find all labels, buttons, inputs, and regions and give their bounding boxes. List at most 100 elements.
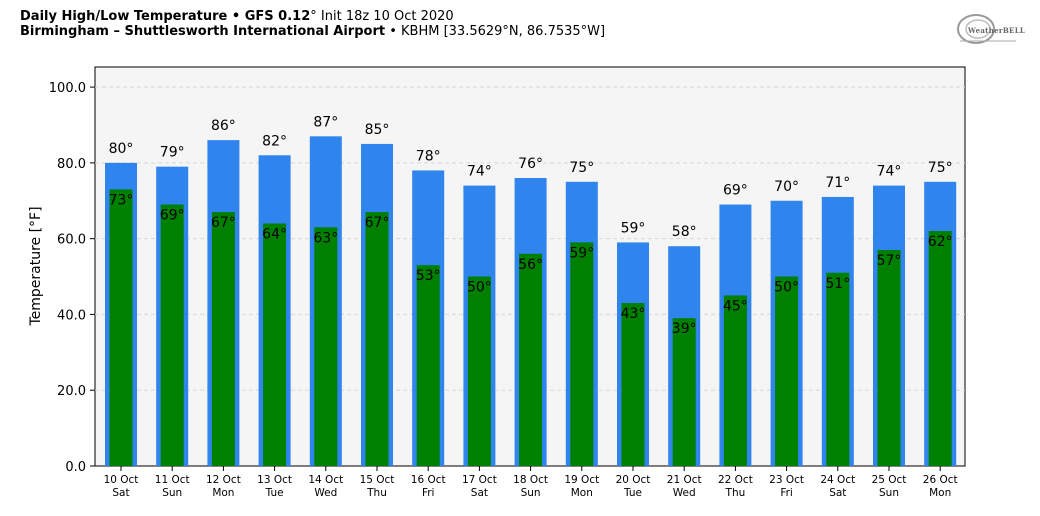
y-tick-label: 60.0: [57, 233, 86, 248]
x-tick-label-date: 10 Oct: [104, 474, 139, 486]
x-tick-label-day: Sat: [829, 487, 846, 499]
high-temp-label: 87°: [313, 114, 338, 130]
x-tick-label-date: 24 Oct: [820, 474, 855, 486]
title-line: Daily High/Low Temperature • GFS 0.12° I…: [20, 9, 605, 24]
low-temp-bar: [723, 295, 747, 466]
low-temp-label: 50°: [774, 280, 799, 296]
y-tick-label: 20.0: [57, 384, 86, 399]
x-tick-label-day: Sun: [162, 487, 182, 499]
x-tick-label-day: Sat: [112, 487, 129, 499]
high-temp-label: 76°: [518, 156, 543, 172]
low-temp-label: 67°: [365, 215, 390, 231]
high-temp-label: 86°: [211, 118, 236, 134]
x-tick-label-day: Wed: [673, 487, 696, 499]
logo-swirl-icon: [957, 14, 1016, 44]
low-temp-label: 39°: [672, 321, 697, 337]
x-tick-label-date: 21 Oct: [667, 474, 702, 486]
x-tick-label-date: 22 Oct: [718, 474, 753, 486]
x-tick-label-date: 16 Oct: [411, 474, 446, 486]
x-tick-label-date: 26 Oct: [923, 474, 958, 486]
y-tick-label: 100.0: [49, 81, 86, 96]
low-temp-label: 73°: [109, 192, 134, 208]
chart-title: Daily High/Low Temperature • GFS 0.12° I…: [20, 9, 605, 39]
high-temp-label: 78°: [416, 148, 441, 164]
x-tick-label-date: 13 Oct: [257, 474, 292, 486]
high-temp-label: 71°: [825, 175, 850, 191]
high-temp-label: 69°: [723, 183, 748, 199]
high-temp-label: 80°: [109, 141, 134, 157]
high-temp-label: 59°: [621, 220, 646, 236]
subtitle-location: • KBHM [33.5629°N, 86.7535°W]: [385, 24, 606, 39]
low-temp-label: 53°: [416, 268, 441, 284]
x-tick-label-day: Mon: [929, 487, 951, 499]
x-tick-label-day: Mon: [571, 487, 593, 499]
high-temp-label: 74°: [467, 164, 492, 180]
low-temp-bar: [160, 204, 184, 467]
high-temp-label: 58°: [672, 224, 697, 240]
low-temp-bar: [211, 212, 235, 466]
high-temp-label: 70°: [774, 179, 799, 195]
high-temp-label: 75°: [928, 160, 953, 176]
x-tick-label-date: 23 Oct: [769, 474, 804, 486]
low-temp-bar: [877, 250, 901, 466]
x-tick-label-date: 25 Oct: [872, 474, 907, 486]
low-temp-label: 59°: [569, 245, 594, 261]
x-tick-label-day: Sun: [879, 487, 899, 499]
high-temp-label: 79°: [160, 145, 185, 161]
y-tick-label: 0.0: [65, 460, 86, 475]
y-axis-label: Temperature [°F]: [28, 206, 44, 326]
high-temp-label: 75°: [569, 160, 594, 176]
x-tick-label-date: 20 Oct: [616, 474, 651, 486]
low-temp-label: 63°: [313, 230, 338, 246]
low-temp-label: 64°: [262, 226, 287, 242]
low-temp-label: 45°: [723, 298, 748, 314]
x-tick-label-day: Sun: [521, 487, 541, 499]
title-bold: Daily High/Low Temperature • GFS 0.12: [20, 9, 311, 24]
low-temp-bar: [570, 242, 594, 466]
low-temp-bar: [109, 189, 133, 466]
high-temp-label: 85°: [365, 122, 390, 138]
low-temp-bar: [621, 303, 645, 466]
x-tick-label-date: 14 Oct: [308, 474, 343, 486]
x-tick-label-date: 19 Oct: [564, 474, 599, 486]
low-temp-bar: [365, 212, 389, 466]
title-init: Init 18z 10 Oct 2020: [316, 9, 454, 24]
x-tick-label-date: 11 Oct: [155, 474, 190, 486]
subtitle-line: Birmingham – Shuttlesworth International…: [20, 24, 605, 39]
y-tick-label: 40.0: [57, 308, 86, 323]
x-tick-label-day: Mon: [212, 487, 234, 499]
x-tick-label-date: 12 Oct: [206, 474, 241, 486]
low-temp-label: 57°: [877, 253, 902, 269]
low-temp-bar: [672, 318, 696, 466]
x-tick-label-date: 15 Oct: [360, 474, 395, 486]
low-temp-bar: [416, 265, 440, 466]
low-temp-label: 62°: [928, 234, 953, 250]
title-degree: °: [310, 9, 317, 24]
x-tick-label-day: Tue: [265, 487, 284, 499]
x-tick-label-day: Tue: [623, 487, 642, 499]
x-tick-label-day: Thu: [366, 487, 387, 499]
x-tick-label-date: 18 Oct: [513, 474, 548, 486]
low-temp-bar: [263, 223, 287, 466]
low-temp-label: 67°: [211, 215, 236, 231]
low-temp-label: 51°: [825, 276, 850, 292]
high-temp-label: 74°: [877, 164, 902, 180]
high-temp-label: 82°: [262, 133, 287, 149]
low-temp-bar: [519, 253, 543, 466]
logo-text: WeatherBELL: [968, 26, 1026, 35]
low-temp-bar: [775, 276, 799, 466]
low-temp-bar: [314, 227, 338, 466]
low-temp-label: 56°: [518, 257, 543, 273]
weatherbell-logo-icon: WeatherBELL: [956, 12, 1025, 46]
y-axis: 0.0 20.0 40.0 60.0 80.0 100.0: [49, 81, 95, 475]
x-tick-label-day: Thu: [725, 487, 746, 499]
low-temp-bar: [467, 276, 491, 466]
low-temp-bar: [928, 231, 952, 466]
low-temp-bar: [826, 272, 850, 466]
bars: 80° 73° 79° 69° 86° 67° 82° 64° 87° 63° 85° 67° 78° 5…: [105, 114, 957, 467]
low-temp-label: 43°: [621, 306, 646, 322]
low-temp-label: 69°: [160, 208, 185, 224]
subtitle-bold: Birmingham – Shuttlesworth International…: [20, 24, 386, 39]
